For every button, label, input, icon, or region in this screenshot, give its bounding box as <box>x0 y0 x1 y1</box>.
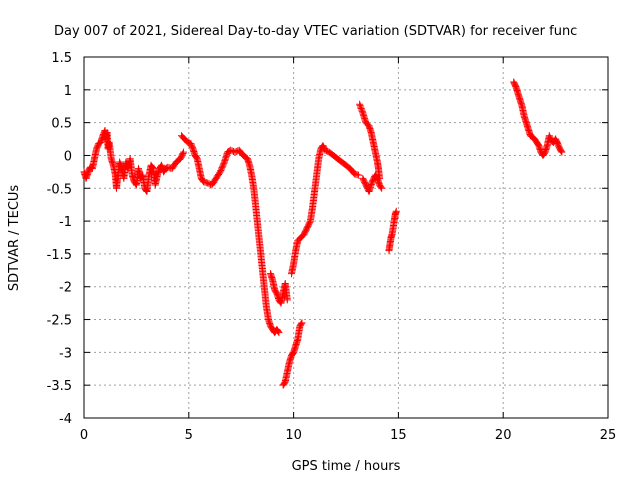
y-tick-label: 1 <box>64 84 72 99</box>
x-axis-ticks: 0 5 10 15 20 25 <box>80 57 616 443</box>
data-point <box>356 102 364 110</box>
data-point <box>392 207 400 215</box>
data-point <box>558 148 566 156</box>
data-point <box>275 329 283 337</box>
x-tick-label: 15 <box>390 428 407 443</box>
y-axis-label: SDTVAR / TECUs <box>7 185 22 292</box>
data-point <box>377 183 385 191</box>
y-tick-label: 0 <box>64 149 72 164</box>
y-tick-label: -2 <box>59 281 72 296</box>
x-tick-label: 5 <box>185 428 193 443</box>
y-tick-label: -0.5 <box>47 182 72 197</box>
x-tick-label: 25 <box>600 428 617 443</box>
y-tick-label: -1.5 <box>47 248 72 263</box>
x-tick-label: 0 <box>80 428 88 443</box>
chart-title: Day 007 of 2021, Sidereal Day-to-day VTE… <box>54 24 577 39</box>
data-point <box>298 319 306 327</box>
data-point <box>357 103 365 111</box>
y-tick-label: -2.5 <box>47 314 72 329</box>
x-tick-label: 20 <box>495 428 512 443</box>
data-point <box>274 328 282 336</box>
x-tick-label: 10 <box>285 428 302 443</box>
y-tick-label: 1.5 <box>51 51 72 66</box>
data-point <box>355 171 363 179</box>
grid-lines <box>84 57 608 418</box>
data-point <box>283 296 291 304</box>
data-point <box>557 147 565 155</box>
y-tick-label: -3.5 <box>47 379 72 394</box>
y-tick-label: -3 <box>59 346 72 361</box>
x-axis-label: GPS time / hours <box>292 459 401 474</box>
data-point <box>297 320 305 328</box>
data-points <box>80 78 566 389</box>
data-point <box>356 100 364 108</box>
y-tick-label: 0.5 <box>51 117 72 132</box>
data-point <box>357 105 365 113</box>
y-tick-label: -1 <box>59 215 72 230</box>
data-point <box>179 149 187 157</box>
data-point <box>180 148 188 156</box>
y-axis-ticks: 1.5 1 0.5 0 -0.5 -1 -1.5 -2 -2.5 -3 -3.5 -4 <box>47 51 608 427</box>
plot-frame <box>83 56 609 419</box>
data-point <box>358 106 366 114</box>
y-tick-label: -4 <box>59 412 72 427</box>
data-point <box>378 184 386 192</box>
